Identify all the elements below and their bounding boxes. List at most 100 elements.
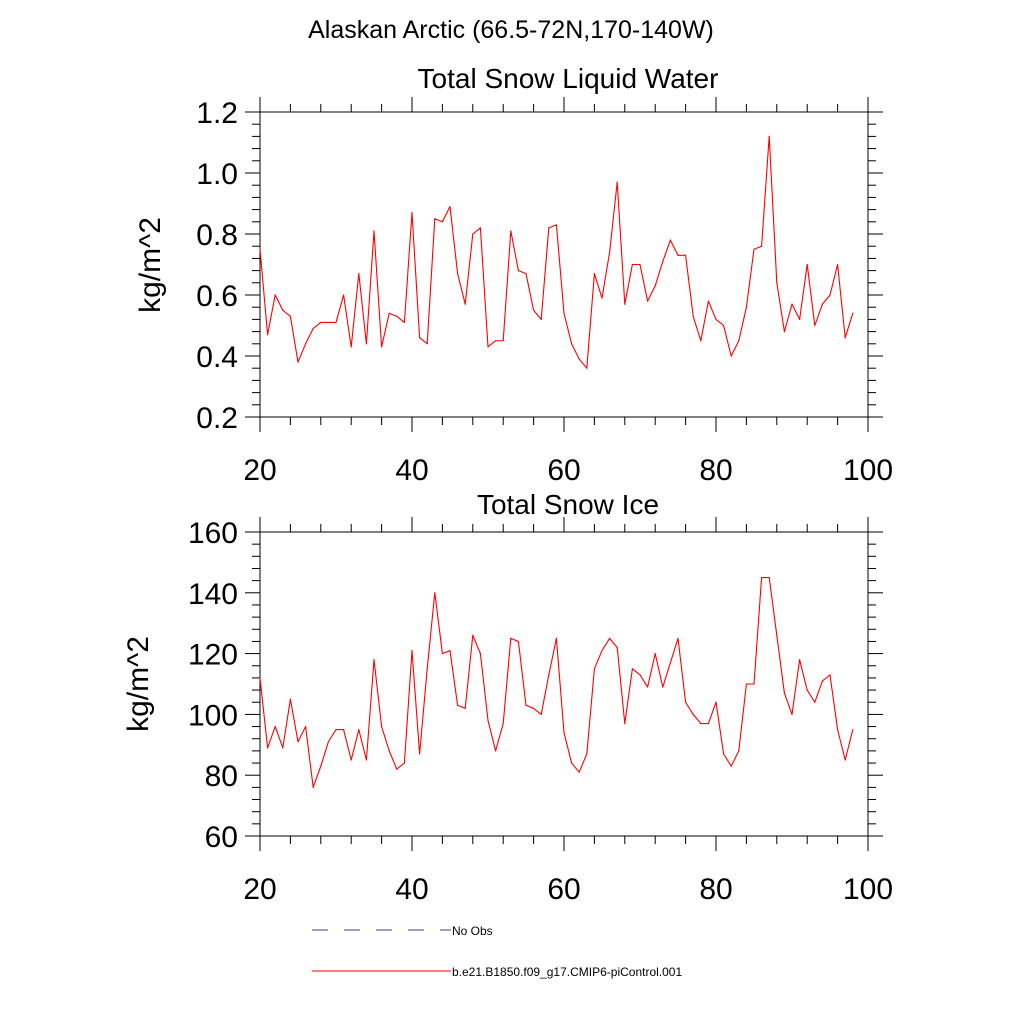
plot-frame xyxy=(259,531,869,837)
data-point xyxy=(768,135,770,137)
data-point xyxy=(419,337,421,339)
data-point xyxy=(381,725,383,728)
y-tick-label: 120 xyxy=(188,639,238,672)
data-point xyxy=(343,294,345,296)
data-point xyxy=(571,343,573,345)
y-tick-label: 1.2 xyxy=(196,97,238,130)
y-tick-label: 60 xyxy=(205,821,238,854)
data-point xyxy=(350,759,352,761)
data-point xyxy=(274,725,276,728)
data-point xyxy=(654,285,656,287)
data-point xyxy=(707,722,710,725)
data-point xyxy=(791,713,793,716)
chart-total-snow-ice: Total Snow Ice 20 40 60 80 100 60 80 100 120 140 16… xyxy=(122,489,893,906)
data-point xyxy=(548,674,550,676)
y-tick-label: 1.0 xyxy=(196,158,238,191)
data-point xyxy=(502,722,504,725)
data-point xyxy=(745,306,748,308)
data-point xyxy=(517,270,520,272)
data-point xyxy=(593,668,596,670)
data-point xyxy=(533,309,535,311)
data-point xyxy=(852,312,854,314)
data-point xyxy=(761,577,763,579)
data-point xyxy=(692,713,694,716)
data-point xyxy=(783,331,786,333)
data-point xyxy=(601,649,603,652)
y-tick-label: 80 xyxy=(205,760,238,793)
data-point xyxy=(616,646,618,649)
data-point xyxy=(738,340,740,342)
data-point xyxy=(593,273,596,275)
data-point xyxy=(723,753,725,755)
data-point xyxy=(662,686,664,688)
data-point xyxy=(548,227,550,229)
data-point xyxy=(669,239,672,241)
y-axis-label: kg/m^2 xyxy=(122,636,155,732)
data-point xyxy=(282,309,284,311)
figure-title: Alaskan Arctic (66.5-72N,170-140W) xyxy=(0,16,1024,45)
x-tick-label: 60 xyxy=(547,873,580,906)
data-point xyxy=(411,212,413,214)
data-point xyxy=(365,343,367,345)
data-point xyxy=(312,786,314,788)
x-tick-label: 80 xyxy=(699,873,732,906)
data-point xyxy=(320,321,322,324)
data-point xyxy=(829,294,831,296)
data-point xyxy=(700,340,702,342)
data-point xyxy=(624,303,626,305)
data-point xyxy=(776,282,778,284)
chart-title: Total Snow Ice xyxy=(477,489,659,520)
data-point xyxy=(700,722,702,725)
data-point xyxy=(282,747,284,749)
x-tick-label: 100 xyxy=(843,454,893,487)
y-tick-label: 0.6 xyxy=(196,280,238,313)
data-point xyxy=(631,263,634,266)
data-point xyxy=(540,318,542,320)
data-point xyxy=(738,750,740,752)
data-point xyxy=(730,765,732,767)
series-line-b-e21-b1850-f09-g17-cmip6-picontrol-001 xyxy=(259,135,854,369)
data-point xyxy=(692,315,694,317)
data-point xyxy=(396,768,398,770)
data-point xyxy=(449,205,451,208)
y-tick-label: 0.8 xyxy=(196,219,238,252)
series-line-b-e21-b1850-f09-g17-cmip6-picontrol-001 xyxy=(259,577,854,788)
data-point xyxy=(335,321,337,324)
data-point xyxy=(631,668,634,670)
data-point xyxy=(837,729,839,731)
data-point xyxy=(274,294,276,296)
data-point xyxy=(799,659,801,661)
legend-label: No Obs xyxy=(452,924,493,938)
data-point xyxy=(426,343,428,345)
data-point xyxy=(449,649,451,652)
data-point xyxy=(289,698,291,700)
data-point xyxy=(647,300,649,302)
data-point xyxy=(259,677,261,679)
y-tick-label: 100 xyxy=(188,699,238,732)
data-point xyxy=(289,315,291,317)
data-point xyxy=(783,692,786,694)
data-point xyxy=(852,729,854,731)
data-point xyxy=(472,634,474,636)
data-point xyxy=(388,750,390,752)
data-point xyxy=(844,337,846,339)
data-point xyxy=(259,248,261,250)
x-tick-label: 80 xyxy=(699,454,732,487)
data-point xyxy=(677,637,679,640)
data-point xyxy=(571,762,573,764)
data-point xyxy=(320,765,322,767)
data-point xyxy=(639,674,641,676)
data-point xyxy=(844,759,846,761)
data-point xyxy=(343,729,345,731)
y-tick-label: 0.2 xyxy=(196,402,238,435)
data-point xyxy=(312,327,314,330)
data-point xyxy=(753,248,755,250)
legend-label: b.e21.B1850.f09_g17.CMIP6-piControl.001 xyxy=(452,965,682,979)
data-point xyxy=(821,680,824,682)
data-point xyxy=(373,230,375,232)
data-point xyxy=(745,683,748,685)
data-point xyxy=(327,741,329,743)
data-point xyxy=(517,640,520,643)
data-point xyxy=(707,300,710,302)
